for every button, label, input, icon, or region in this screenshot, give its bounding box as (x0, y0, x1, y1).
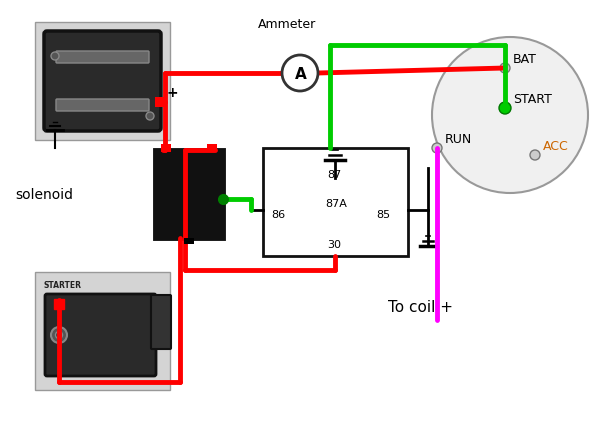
Text: ACC: ACC (543, 140, 569, 153)
Text: 85: 85 (376, 210, 390, 220)
Text: To coil +: To coil + (388, 300, 453, 315)
Bar (155, 97, 165, 107)
Text: START: START (513, 93, 552, 106)
Text: RUN: RUN (445, 133, 472, 146)
Circle shape (146, 112, 154, 120)
Circle shape (432, 143, 442, 153)
Bar (35, 272, 170, 390)
Bar (35, 22, 170, 140)
Bar (161, 144, 171, 152)
Circle shape (432, 37, 588, 193)
Circle shape (56, 332, 62, 339)
Bar (184, 238, 194, 244)
Text: 87A: 87A (325, 199, 347, 209)
Text: solenoid: solenoid (15, 188, 73, 202)
Circle shape (51, 327, 67, 343)
Text: BAT: BAT (513, 53, 537, 66)
FancyBboxPatch shape (44, 31, 161, 131)
Text: STARTER: STARTER (43, 281, 81, 290)
FancyBboxPatch shape (151, 295, 171, 349)
Circle shape (51, 52, 59, 60)
Circle shape (499, 102, 511, 114)
Text: 87: 87 (327, 170, 341, 180)
Circle shape (530, 150, 540, 160)
Text: 30: 30 (327, 240, 341, 250)
Circle shape (500, 63, 510, 73)
Circle shape (282, 55, 318, 91)
FancyBboxPatch shape (56, 99, 149, 111)
Text: A: A (295, 67, 307, 82)
Text: Ammeter: Ammeter (258, 18, 316, 31)
Text: 86: 86 (271, 210, 285, 220)
FancyBboxPatch shape (45, 294, 156, 376)
Bar (263, 148, 408, 256)
FancyBboxPatch shape (56, 51, 149, 63)
Bar (207, 144, 217, 152)
Text: +: + (167, 86, 179, 100)
Bar (155, 150, 223, 238)
